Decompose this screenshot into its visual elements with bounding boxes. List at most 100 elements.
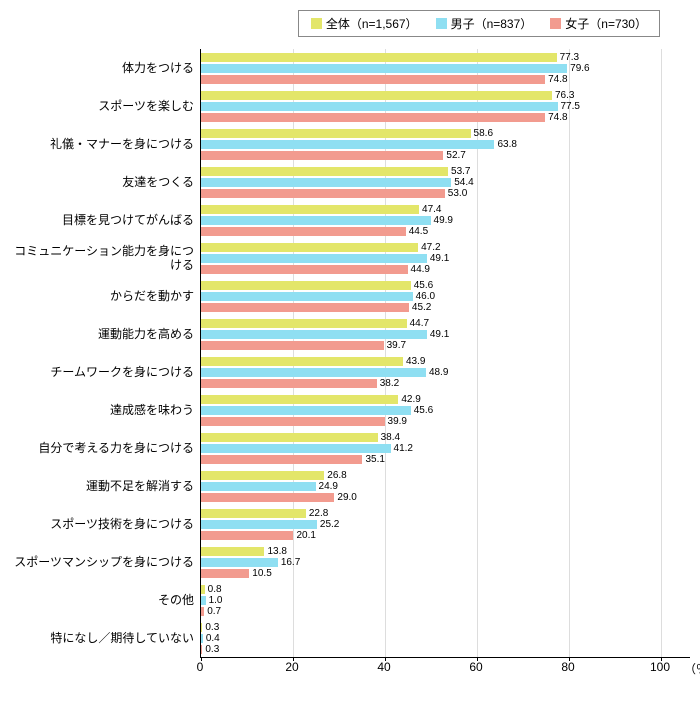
bar-group: 42.945.639.9	[201, 391, 690, 429]
bar-row: 16.7	[201, 557, 690, 568]
bar-value: 25.2	[320, 519, 339, 530]
bar-value: 53.0	[448, 188, 467, 199]
bar-row: 38.2	[201, 378, 690, 389]
bar-value: 44.9	[411, 264, 430, 275]
bar-value: 29.0	[337, 492, 356, 503]
bar	[201, 243, 418, 252]
legend-label: 女子（n=730）	[565, 15, 647, 32]
bar-row: 49.9	[201, 215, 690, 226]
bar-value: 54.4	[454, 177, 473, 188]
bar-row: 45.6	[201, 405, 690, 416]
bar-row: 44.7	[201, 318, 690, 329]
bar-value: 0.8	[208, 584, 222, 595]
category-label: からだを動かす	[10, 277, 200, 315]
bar-value: 38.4	[381, 432, 400, 443]
bar-row: 74.8	[201, 112, 690, 123]
bar	[201, 406, 411, 415]
bar-row: 79.6	[201, 63, 690, 74]
x-tick-label: 60	[469, 660, 482, 674]
bar-value: 49.1	[430, 253, 449, 264]
bar	[201, 227, 406, 236]
category-label: 運動不足を解消する	[10, 467, 200, 505]
legend-label: 男子（n=837）	[451, 15, 533, 32]
legend-swatch	[550, 18, 561, 29]
bar-group: 0.81.00.7	[201, 581, 690, 619]
bar-group: 0.30.40.3	[201, 619, 690, 657]
bar-value: 77.3	[560, 52, 579, 63]
bar-group: 22.825.220.1	[201, 505, 690, 543]
bar-value: 49.1	[430, 329, 449, 340]
bar	[201, 493, 334, 502]
bar-value: 58.6	[474, 128, 493, 139]
category-label: 礼儀・マナーを身につける	[10, 125, 200, 163]
bar-row: 76.3	[201, 90, 690, 101]
bar-row: 0.7	[201, 606, 690, 617]
bar	[201, 140, 494, 149]
bar	[201, 634, 203, 643]
bar-row: 44.9	[201, 264, 690, 275]
category-label: スポーツ技術を身につける	[10, 505, 200, 543]
bar	[201, 254, 427, 263]
bar	[201, 585, 205, 594]
category-label: 体力をつける	[10, 49, 200, 87]
bar	[201, 178, 451, 187]
bar-row: 0.3	[201, 644, 690, 655]
bar-value: 42.9	[401, 394, 420, 405]
bar	[201, 645, 202, 654]
bar	[201, 368, 426, 377]
bar-row: 20.1	[201, 530, 690, 541]
bar	[201, 547, 264, 556]
legend-item: 女子（n=730）	[550, 15, 647, 32]
bar-value: 0.7	[207, 606, 221, 617]
bar-value: 43.9	[406, 356, 425, 367]
bar-row: 58.6	[201, 128, 690, 139]
x-axis-unit: （％）	[684, 660, 700, 677]
bar-value: 38.2	[380, 378, 399, 389]
bar-row: 22.8	[201, 508, 690, 519]
bar	[201, 91, 552, 100]
bar	[201, 531, 293, 540]
category-label: スポーツマンシップを身につける	[10, 543, 200, 581]
bar-value: 52.7	[446, 150, 465, 161]
bar-row: 10.5	[201, 568, 690, 579]
bar	[201, 189, 445, 198]
bar	[201, 341, 384, 350]
bar	[201, 607, 204, 616]
bar	[201, 444, 391, 453]
x-tick-label: 20	[285, 660, 298, 674]
x-axis: 020406080100（％）	[200, 658, 690, 688]
legend-swatch	[311, 18, 322, 29]
bar-row: 49.1	[201, 329, 690, 340]
bar-value: 24.9	[319, 481, 338, 492]
bar-value: 41.2	[394, 443, 413, 454]
bar-row: 24.9	[201, 481, 690, 492]
bar-row: 38.4	[201, 432, 690, 443]
bar-row: 26.8	[201, 470, 690, 481]
bar-row: 0.8	[201, 584, 690, 595]
category-label: 自分で考える力を身につける	[10, 429, 200, 467]
x-tick-label: 0	[197, 660, 204, 674]
bar	[201, 357, 403, 366]
category-label: 特になし／期待していない	[10, 619, 200, 657]
category-label: 運動能力を高める	[10, 315, 200, 353]
plot-area: 体力をつけるスポーツを楽しむ礼儀・マナーを身につける友達をつくる目標を見つけてが…	[10, 49, 690, 658]
bar-row: 49.1	[201, 253, 690, 264]
bar-row: 13.8	[201, 546, 690, 557]
bar-group: 47.449.944.5	[201, 201, 690, 239]
bar-value: 49.9	[434, 215, 453, 226]
bar-row: 25.2	[201, 519, 690, 530]
bar	[201, 151, 443, 160]
bar	[201, 292, 413, 301]
bar	[201, 509, 306, 518]
bar-group: 45.646.045.2	[201, 277, 690, 315]
category-label: その他	[10, 581, 200, 619]
bar-value: 53.7	[451, 166, 470, 177]
bar	[201, 596, 206, 605]
bar-value: 79.6	[570, 63, 589, 74]
bar	[201, 281, 411, 290]
bar-row: 47.2	[201, 242, 690, 253]
category-label: コミュニケーション能力を身につける	[10, 239, 200, 277]
bar-row: 35.1	[201, 454, 690, 465]
bar-group: 26.824.929.0	[201, 467, 690, 505]
bar	[201, 303, 409, 312]
